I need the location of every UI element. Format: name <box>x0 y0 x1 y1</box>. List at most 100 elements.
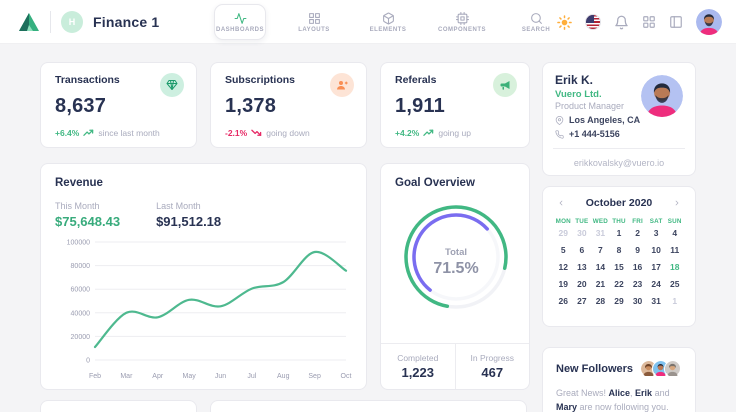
calendar-grid: 29 30 31 1 2 3 4 5 6 7 8 9 10 11 12 13 14 15 16 17 18 19 20 21 2… <box>554 228 684 306</box>
workspace-badge[interactable]: H <box>61 10 83 33</box>
calendar-card: October 2020 MON TUE WED THU FRI SAT SUN 29 30 3… <box>542 186 696 327</box>
svg-text:Jul: Jul <box>247 373 256 380</box>
last-month-label: Last Month <box>156 201 201 211</box>
stat-note: since last month <box>98 128 160 138</box>
profile-name: Erik K. <box>555 73 594 87</box>
calendar-day[interactable]: 29 <box>614 296 624 306</box>
stat-value: 1,378 <box>225 95 277 117</box>
calendar-day[interactable]: 13 <box>577 262 587 272</box>
calendar-day[interactable]: 22 <box>614 279 624 289</box>
navbar-actions <box>557 0 722 44</box>
message-text: are now following you. Take some time to… <box>579 401 669 412</box>
tab-elements[interactable]: ELEMENTS <box>362 4 414 40</box>
calendar-day[interactable]: 1 <box>672 296 678 306</box>
calendar-day[interactable]: 9 <box>635 245 640 255</box>
us-flag-icon[interactable] <box>585 14 601 30</box>
in-progress-value: 467 <box>481 365 504 380</box>
calendar-day[interactable]: 2 <box>635 228 640 238</box>
calendar-day[interactable]: 11 <box>670 245 680 255</box>
calendar-day[interactable]: 17 <box>651 262 661 272</box>
calendar-weekday: FRI <box>632 218 643 225</box>
calendar-weekday: TUE <box>575 218 589 225</box>
apps-grid-icon[interactable] <box>642 15 656 29</box>
svg-text:Aug: Aug <box>277 373 290 380</box>
calendar-day[interactable]: 1 <box>616 228 622 238</box>
chevron-left-icon[interactable] <box>554 199 568 207</box>
tab-label: ELEMENTS <box>369 26 407 33</box>
svg-text:Feb: Feb <box>89 373 101 380</box>
calendar-day[interactable]: 14 <box>595 262 606 272</box>
calendar-day[interactable]: 28 <box>595 296 606 306</box>
follower-avatar-mary[interactable] <box>664 360 682 378</box>
svg-text:Mar: Mar <box>120 373 133 380</box>
calendar-day[interactable]: 8 <box>616 245 622 255</box>
goal-radial-gauge: Total 71.5% <box>395 197 517 321</box>
gauge-center-label: Total <box>445 247 467 258</box>
navbar: H Finance 1 DASHBOARDS LAYOUTS ELEMEN <box>0 0 736 44</box>
calendar-weekday: MON <box>555 218 571 225</box>
profile-email-link[interactable]: erikkovalsky@vuero.io <box>573 158 665 168</box>
calendar-day[interactable]: 3 <box>653 228 659 238</box>
calendar-weekday: SAT <box>649 218 663 225</box>
tab-layouts[interactable]: LAYOUTS <box>288 4 340 40</box>
calendar-day[interactable]: 30 <box>632 296 643 306</box>
map-pin-icon <box>555 115 564 125</box>
svg-text:Oct: Oct <box>341 373 352 380</box>
sun-icon[interactable] <box>557 14 572 30</box>
calendar-day[interactable]: 25 <box>669 279 680 289</box>
profile-avatar <box>641 75 683 117</box>
calendar-day[interactable]: 30 <box>577 228 587 238</box>
calendar-day[interactable]: 31 <box>595 228 606 238</box>
calendar-day[interactable]: 31 <box>651 296 661 306</box>
calendar-day[interactable]: 16 <box>632 262 643 272</box>
calendar-day[interactable]: 24 <box>651 279 661 289</box>
search-icon <box>530 12 543 25</box>
vuero-triangle-logo[interactable] <box>18 12 40 32</box>
main-tabs: DASHBOARDS LAYOUTS ELEMENTS COMPONENTS <box>214 0 562 44</box>
followers-title: New Followers <box>556 363 634 375</box>
calendar-day[interactable]: 23 <box>632 279 643 289</box>
bell-icon[interactable] <box>614 15 629 30</box>
tab-dashboards[interactable]: DASHBOARDS <box>214 4 266 40</box>
calendar-day[interactable]: 20 <box>577 279 587 289</box>
calendar-day[interactable]: 21 <box>595 279 606 289</box>
user-avatar[interactable] <box>696 9 722 35</box>
follower-name: Erik <box>635 388 653 398</box>
follower-name: Alice <box>608 388 631 398</box>
profile-company: Vuero Ltd. <box>555 89 602 100</box>
trend-up-icon <box>83 129 94 137</box>
completed-value: 1,223 <box>401 365 435 380</box>
svg-text:20000: 20000 <box>71 334 91 341</box>
calendar-day[interactable]: 19 <box>558 279 569 289</box>
tab-search[interactable]: SEARCH <box>510 4 562 40</box>
calendar-day[interactable]: 4 <box>672 228 678 238</box>
gem-icon <box>160 73 184 97</box>
trend-up-icon <box>423 129 434 137</box>
tab-components[interactable]: COMPONENTS <box>436 4 488 40</box>
stat-title: Subscriptions <box>225 74 296 86</box>
goal-footer: Completed 1,223 In Progress 467 <box>381 343 529 389</box>
calendar-day[interactable]: 7 <box>598 245 603 255</box>
calendar-day[interactable]: 27 <box>577 296 587 306</box>
grid-icon <box>308 12 321 25</box>
svg-text:0: 0 <box>86 358 90 365</box>
chevron-right-icon[interactable] <box>670 199 684 207</box>
calendar-weekday: WED <box>592 218 609 225</box>
in-progress-label: In Progress <box>470 353 514 363</box>
calendar-weekday: SUN <box>667 218 682 225</box>
card-stub-right <box>210 400 527 412</box>
user-plus-icon <box>330 73 354 97</box>
calendar-day[interactable]: 10 <box>651 245 661 255</box>
calendar-day[interactable]: 18 <box>669 262 680 272</box>
stat-card-subscriptions: Subscriptions 1,378 -2.1% going down <box>210 62 367 148</box>
profile-card: Erik K. Vuero Ltd. Product Manager Los A… <box>542 62 696 176</box>
panels-icon[interactable] <box>669 15 683 29</box>
page-title: Finance 1 <box>93 13 160 30</box>
calendar-day[interactable]: 5 <box>560 245 566 255</box>
calendar-day[interactable]: 12 <box>558 262 569 272</box>
calendar-day[interactable]: 15 <box>614 262 624 272</box>
calendar-day[interactable]: 6 <box>579 245 585 255</box>
tab-label: DASHBOARDS <box>215 26 264 33</box>
calendar-day[interactable]: 26 <box>558 296 569 306</box>
calendar-day[interactable]: 29 <box>558 228 569 238</box>
